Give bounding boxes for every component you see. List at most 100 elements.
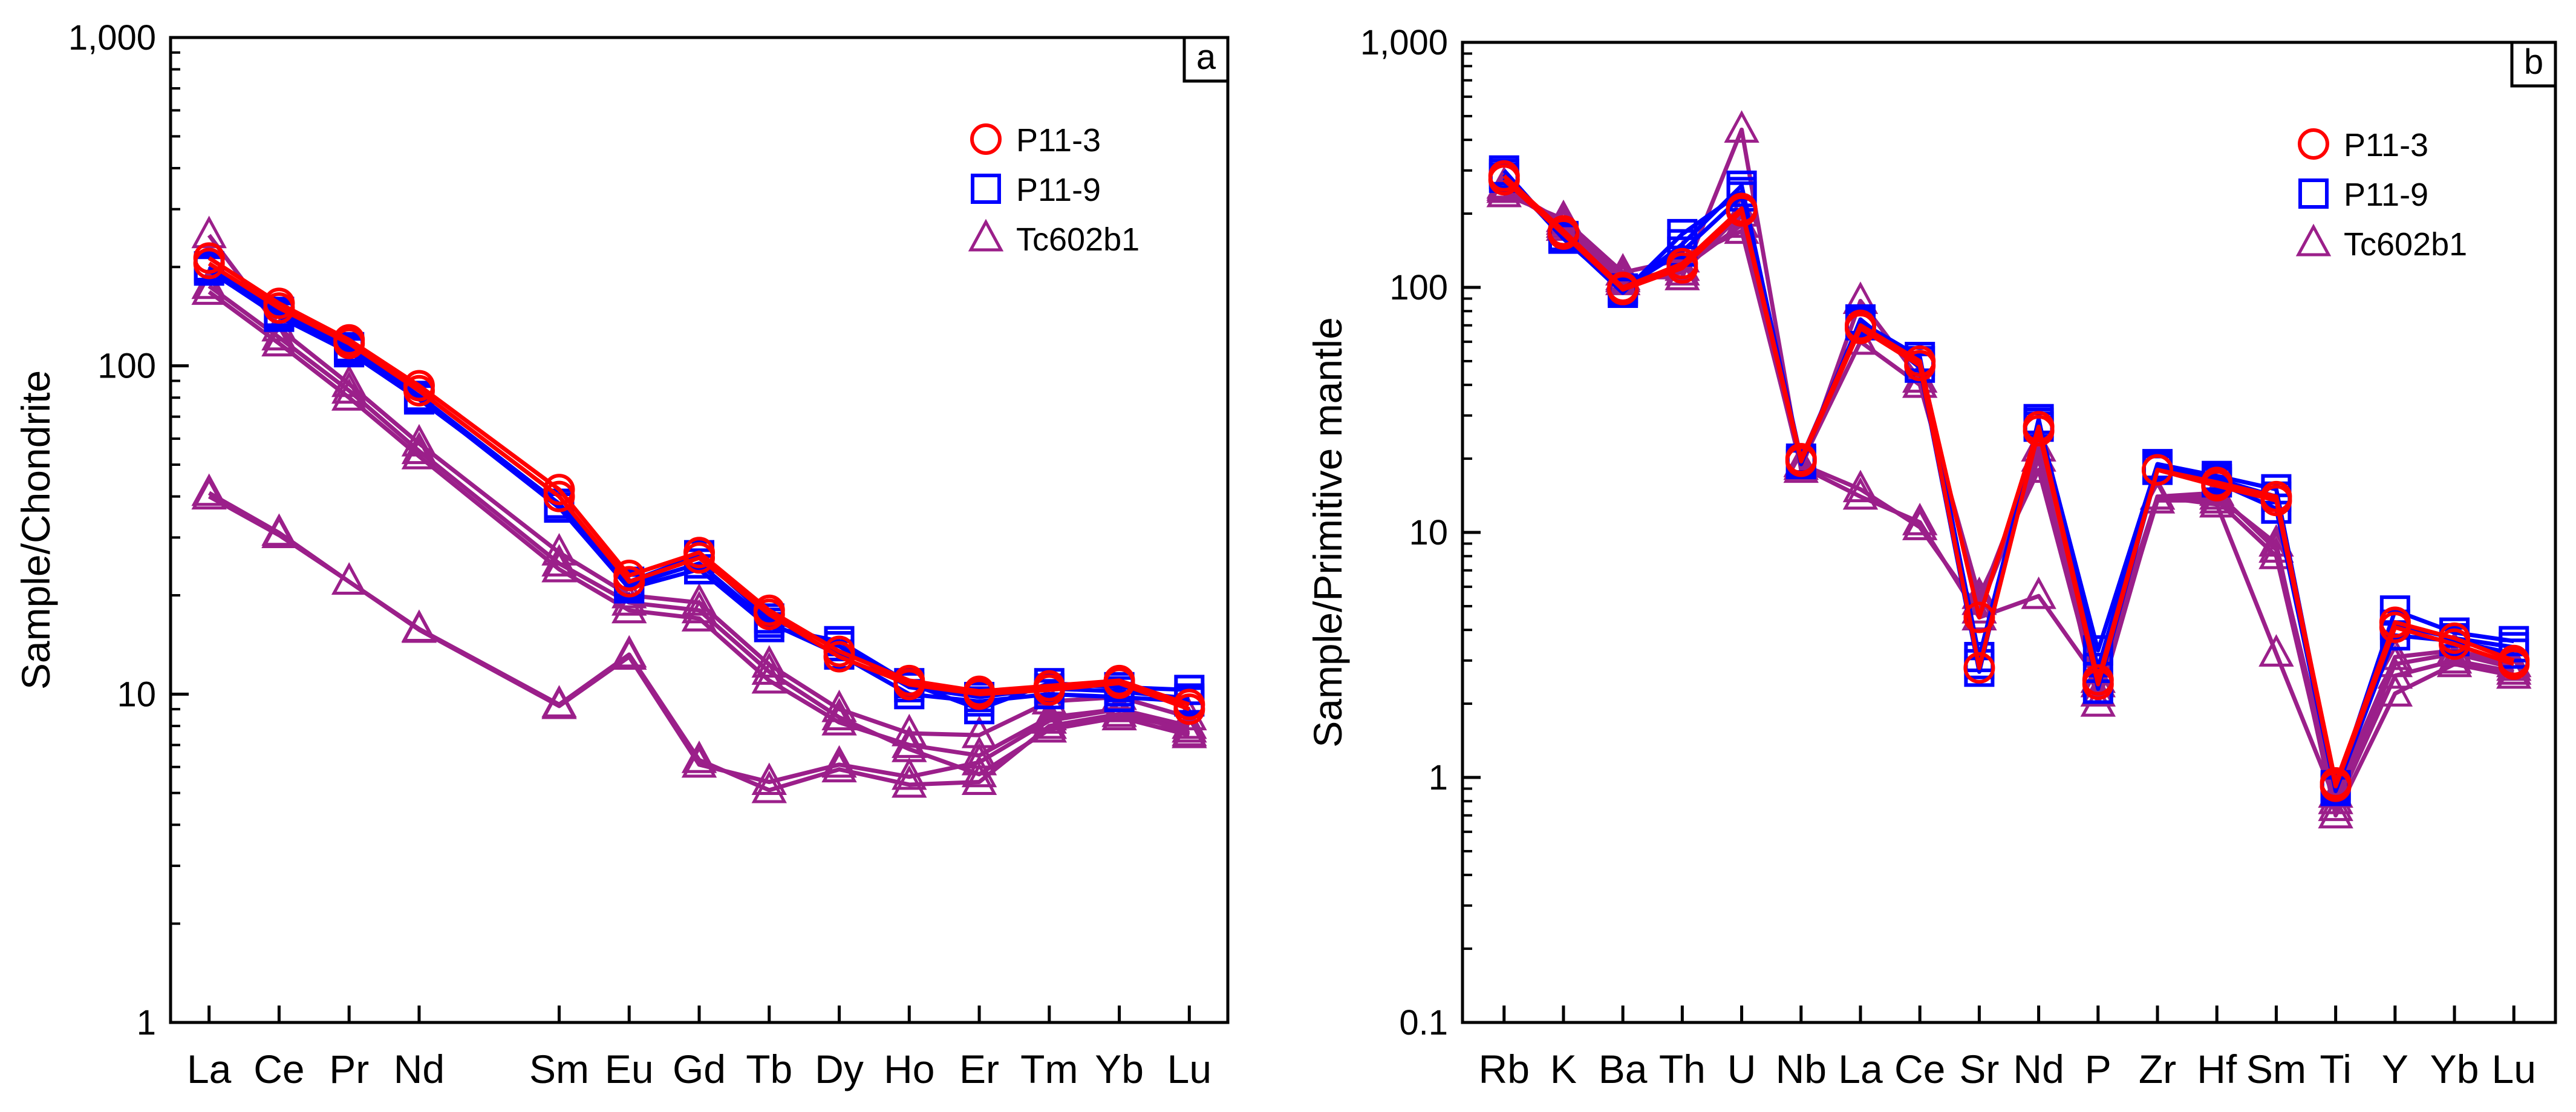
panel-label-box: [1182, 36, 1230, 83]
data-point: [2201, 469, 2233, 502]
data-point: [681, 745, 717, 778]
data-point: [1173, 693, 1205, 725]
x-tick-label: P: [2085, 1047, 2111, 1091]
data-point: [1902, 508, 1938, 540]
data-point: [541, 544, 577, 577]
data-point: [1844, 312, 1876, 344]
data-point: [1842, 469, 1879, 503]
legend-marker: [2295, 223, 2332, 257]
data-point: [2496, 652, 2532, 685]
data-point: [1547, 218, 1579, 250]
x-tick-label: Lu: [1167, 1047, 1211, 1091]
data-point: [1172, 713, 1207, 747]
panel-label: a: [1196, 38, 1216, 77]
data-point: [1902, 503, 1938, 535]
data-point: [1103, 667, 1135, 699]
data-point: [892, 725, 927, 758]
y-axis-title: Sample/Chondrite: [13, 370, 58, 690]
data-point: [401, 610, 437, 643]
y-tick-label: 1,000: [1360, 23, 1448, 62]
data-point: [263, 292, 295, 324]
data-point: [261, 515, 297, 549]
x-tick-label: Ce: [253, 1047, 304, 1091]
legend-label: P11-3: [1016, 122, 1101, 159]
series-line: [207, 256, 1190, 707]
legend-marker: [2298, 128, 2329, 160]
data-point: [683, 542, 715, 574]
y-tick-label: 100: [1389, 268, 1448, 307]
data-point: [751, 645, 787, 678]
chart-panel-b: 0.1 1 10 100 1,000 Rb K Ba Th U Nb La Ce Sr Nd P Zr Hf Sm T…: [1305, 23, 2557, 1091]
x-tick-label: Yb: [2430, 1047, 2479, 1091]
data-point: [2082, 669, 2114, 701]
data-point: [2023, 414, 2055, 446]
series-line: [207, 234, 1190, 738]
y-tick-label: 10: [117, 675, 156, 714]
data-point: [892, 757, 927, 790]
data-point: [751, 762, 787, 796]
x-tick-label: Tm: [1020, 1047, 1078, 1091]
data-point: [823, 641, 855, 673]
y-tick-label: 1: [1429, 758, 1448, 797]
data-point: [821, 745, 857, 778]
data-point: [1785, 445, 1817, 477]
panel-label-box: [2510, 41, 2557, 88]
x-tick-label: Ce: [1894, 1047, 1945, 1091]
data-point: [261, 318, 297, 351]
x-tick-label: Hf: [2197, 1047, 2237, 1091]
x-tick-label: Th: [1659, 1047, 1706, 1091]
data-point: [1666, 252, 1698, 284]
series-Tc602b1: [191, 473, 1207, 803]
data-point: [2498, 648, 2530, 680]
data-point: [961, 742, 997, 776]
data-point: [611, 637, 647, 670]
data-point: [2080, 660, 2116, 693]
x-tick-label: Y: [2382, 1047, 2408, 1091]
legend-label: P11-3: [2344, 127, 2428, 163]
series-Tc602b1: [191, 215, 1207, 748]
data-point: [2379, 611, 2411, 643]
y-tick-label: 10: [1409, 513, 1448, 552]
legend-label: Tc602b1: [2344, 226, 2467, 263]
data-point: [613, 566, 645, 598]
legend-marker: [2298, 178, 2329, 209]
data-point: [2377, 644, 2413, 678]
data-point: [1172, 710, 1207, 743]
data-point: [1724, 110, 1759, 143]
series-Tc602b1: [191, 477, 1207, 796]
x-tick-label: Sm: [2246, 1047, 2306, 1091]
panel-label: b: [2524, 42, 2543, 82]
data-point: [961, 754, 997, 788]
x-tick-label: Rb: [1479, 1047, 1530, 1091]
y-tick-label: 1: [137, 1003, 156, 1042]
data-point: [331, 371, 367, 404]
x-tick-label: Lu: [2492, 1047, 2536, 1091]
data-point: [2258, 634, 2294, 667]
legend-marker: [970, 123, 1002, 155]
series-P11-9: [194, 251, 1205, 717]
x-tick-label: La: [187, 1047, 232, 1091]
data-point: [2439, 628, 2471, 660]
data-point: [401, 437, 437, 469]
x-tick-label: Nb: [1776, 1047, 1827, 1091]
y-tick-label: 100: [97, 347, 156, 386]
data-point: [751, 770, 787, 803]
data-point: [964, 678, 996, 710]
data-point: [541, 686, 577, 719]
data-point: [2021, 576, 2056, 609]
y-tick-label: 0.1: [1399, 1003, 1448, 1042]
data-point: [753, 598, 785, 630]
data-point: [611, 590, 647, 624]
x-tick-label: La: [1838, 1047, 1883, 1091]
x-tick-label: Er: [959, 1047, 999, 1091]
data-point: [1726, 195, 1758, 227]
data-point: [191, 215, 227, 249]
data-point: [403, 374, 435, 407]
x-tick-label: Ti: [2320, 1047, 2352, 1091]
data-point: [1031, 701, 1068, 734]
x-tick-label: Nd: [2013, 1047, 2064, 1091]
data-point: [1172, 706, 1207, 739]
x-tick-label: U: [1727, 1047, 1756, 1091]
data-point: [401, 431, 437, 465]
